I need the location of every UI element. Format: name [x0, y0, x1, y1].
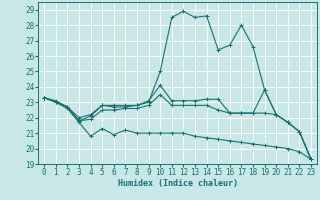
X-axis label: Humidex (Indice chaleur): Humidex (Indice chaleur)	[118, 179, 238, 188]
